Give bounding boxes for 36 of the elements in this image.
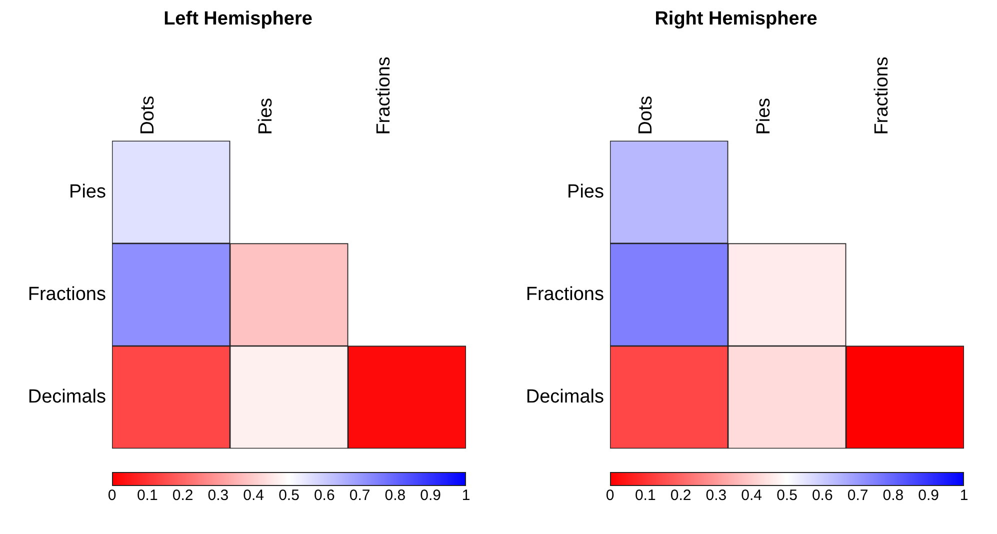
color-bar-label: 1 [462,487,470,505]
color-bar-label: 1 [960,487,968,505]
y-tick-label: Decimals [28,386,106,408]
color-bar-label: 0 [108,487,116,505]
x-tick-label: Dots [635,96,656,135]
color-bar-label: 0.6 [812,487,833,505]
color-bar-label: 0.8 [882,487,904,505]
color-bar-label: 0.1 [634,487,656,505]
color-bar-label: 0.7 [847,487,868,505]
chart-title: Right Hemisphere [654,8,818,30]
y-tick-label: Pies [69,181,106,202]
color-bar-label: 0.3 [706,487,727,505]
y-tick-label: Fractions [28,284,106,305]
color-bar-label: 0.1 [136,487,158,505]
color-bar-label: 0.4 [741,487,762,505]
color-bar-label: 0.4 [243,487,264,505]
color-bar-label: 0.5 [776,487,798,505]
color-bar-label: 0.2 [670,487,692,505]
color-bar-label: 0.7 [349,487,370,505]
y-tick-label: Decimals [526,386,604,408]
color-bar-label: 0.9 [420,487,442,505]
chart-title: Left Hemisphere [164,8,312,30]
x-tick-label: Fractions [871,56,892,135]
color-bar-label: 0.5 [278,487,300,505]
color-bar-label: 0.3 [208,487,229,505]
color-bar-label: 0.2 [172,487,194,505]
y-tick-label: Pies [567,181,604,202]
x-tick-label: Fractions [373,56,394,135]
color-bar-label: 0.8 [384,487,406,505]
y-tick-label: Fractions [526,284,604,305]
x-tick-label: Pies [753,98,774,135]
x-tick-label: Pies [255,98,276,135]
color-bar-label: 0 [606,487,614,505]
color-bar-label: 0.6 [314,487,335,505]
color-bar-label: 0.9 [918,487,940,505]
x-tick-label: Dots [137,96,158,135]
